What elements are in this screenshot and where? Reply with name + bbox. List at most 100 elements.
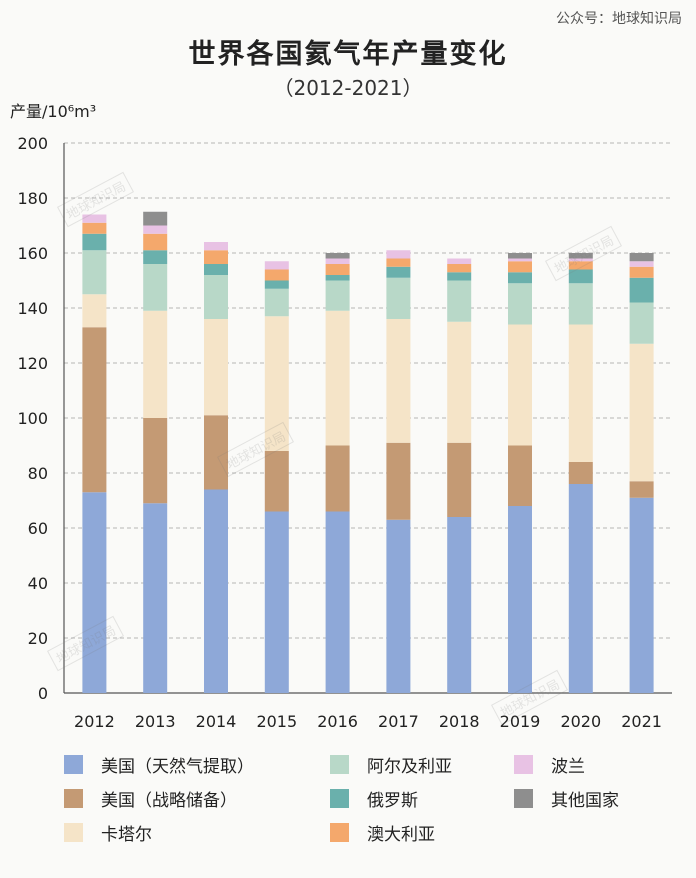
bar-segment <box>568 324 593 462</box>
bar-segment <box>325 280 350 311</box>
bar-segment <box>629 481 654 498</box>
bar-segment <box>447 321 472 443</box>
bar-segment <box>325 275 350 281</box>
y-tick-label: 120 <box>17 354 48 373</box>
legend-item: 卡塔尔 <box>64 820 152 845</box>
x-tick-label: 2016 <box>317 712 358 731</box>
bar-segment <box>204 242 228 251</box>
legend-item: 波兰 <box>514 752 585 777</box>
bar-segment <box>82 327 107 493</box>
bar-segment <box>143 233 168 251</box>
bar-segment <box>447 264 472 273</box>
bar-segment <box>386 319 411 443</box>
bar-segment <box>386 250 411 259</box>
legend-label: 阿尔及利亚 <box>367 757 452 777</box>
bar-segment <box>143 264 168 311</box>
y-tick-label: 60 <box>28 519 48 538</box>
bar-segment <box>325 511 350 693</box>
bar-segment <box>204 319 228 416</box>
bar-segment <box>325 258 350 264</box>
x-tick-label: 2014 <box>196 712 237 731</box>
legend-label: 美国（天然气提取） <box>101 757 254 777</box>
x-tick-label: 2017 <box>378 712 419 731</box>
bar-segment <box>568 484 593 693</box>
bar-segment <box>325 253 350 259</box>
bar-segment <box>508 283 532 325</box>
bar-segment <box>568 253 593 259</box>
bar-segment <box>264 280 289 289</box>
y-tick-label: 160 <box>17 244 48 263</box>
y-tick-label: 40 <box>28 574 48 593</box>
bar-segment <box>204 275 228 319</box>
y-tick-label: 200 <box>17 134 48 153</box>
legend-item: 俄罗斯 <box>330 786 418 811</box>
legend-label: 其他国家 <box>551 791 619 811</box>
x-tick-label: 2013 <box>135 712 176 731</box>
x-tick-label: 2020 <box>560 712 601 731</box>
legend-label: 波兰 <box>551 757 585 777</box>
bar-segment <box>629 261 654 267</box>
bar-segment <box>204 415 228 490</box>
bar-segment <box>568 269 593 284</box>
bar-segment <box>82 222 107 234</box>
legend-item: 澳大利亚 <box>330 820 435 845</box>
legend-item: 其他国家 <box>514 786 619 811</box>
legend-swatch <box>514 755 533 774</box>
legend-swatch <box>330 789 349 808</box>
y-tick-label: 100 <box>17 409 48 428</box>
bar-segment <box>568 283 593 325</box>
x-tick-label: 2018 <box>439 712 480 731</box>
legend-item: 阿尔及利亚 <box>330 752 452 777</box>
bar-segment <box>264 316 289 451</box>
bar-segment <box>447 272 472 281</box>
y-tick-label: 20 <box>28 629 48 648</box>
bar-segment <box>629 497 654 693</box>
y-axis-unit-label: 产量/10⁶m³ <box>10 102 97 121</box>
legend-label: 俄罗斯 <box>367 791 418 811</box>
legend-item: 美国（战略储备） <box>64 786 237 811</box>
bar-segment <box>508 261 532 273</box>
bar-segment <box>568 258 593 262</box>
bar-segment <box>629 302 654 344</box>
bar-segment <box>325 264 350 275</box>
bar-segment <box>629 266 654 278</box>
bar-segment <box>386 277 411 319</box>
legend-swatch <box>330 823 349 842</box>
bar-segment <box>143 310 168 418</box>
legend-swatch <box>514 789 533 808</box>
bar-segment <box>264 288 289 317</box>
x-tick-label: 2021 <box>621 712 662 731</box>
bar-segment <box>143 250 168 264</box>
bar-segment <box>386 442 411 520</box>
account-label: 公众号：地球知识局 <box>556 11 682 27</box>
bar-segment <box>264 269 289 281</box>
bar-segment <box>629 343 654 482</box>
legend-swatch <box>64 823 83 842</box>
bar-segment <box>82 214 107 223</box>
bar-segment <box>386 266 411 278</box>
bar-segment <box>629 277 654 303</box>
chart-subtitle: （2012-2021） <box>273 76 423 100</box>
bar-segment <box>204 250 228 264</box>
bar-segment <box>325 310 350 446</box>
bar-segment <box>204 489 228 693</box>
bar-segment <box>386 519 411 693</box>
bar-segment <box>264 451 289 512</box>
bar-segment <box>143 418 168 504</box>
bar-segment <box>508 324 532 446</box>
chart-legend: 美国（天然气提取） 美国（战略储备） 卡塔尔 阿尔及利亚俄罗斯澳大利亚 波兰其他国家 <box>0 752 696 878</box>
y-tick-label: 80 <box>28 464 48 483</box>
x-tick-label: 2015 <box>256 712 297 731</box>
bar-segment <box>568 261 593 270</box>
bar-segment <box>508 272 532 284</box>
bar-segment <box>508 445 532 506</box>
legend-swatch <box>64 755 83 774</box>
x-tick-label: 2019 <box>500 712 541 731</box>
legend-label: 澳大利亚 <box>367 825 435 845</box>
bar-segment <box>82 294 107 328</box>
bar-segment <box>447 517 472 693</box>
bar-segment <box>264 261 289 270</box>
stacked-bar-chart: 0 20 40 60 80 100 120 140 160 180 200 2012 2013 2014 2… <box>17 134 672 731</box>
bar-segment <box>82 492 107 693</box>
bar-segment <box>82 233 107 251</box>
